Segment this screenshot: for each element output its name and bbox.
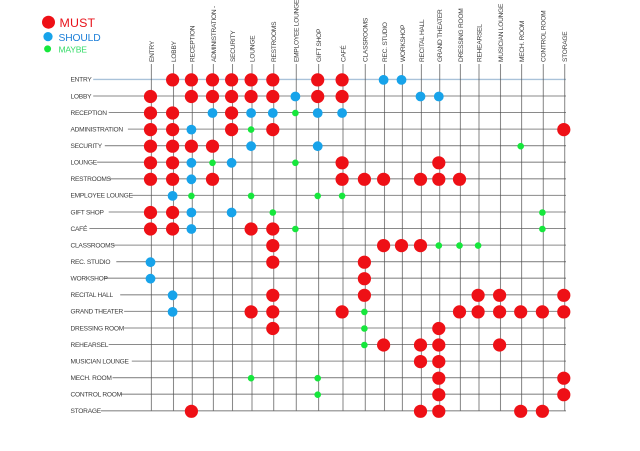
svg-text:LOUNGE: LOUNGE <box>71 160 98 167</box>
svg-text:DRESSING ROOM: DRESSING ROOM <box>458 8 465 62</box>
svg-text:RECITAL HALL: RECITAL HALL <box>71 292 114 299</box>
svg-text:MECH. ROOM: MECH. ROOM <box>71 375 112 382</box>
svg-text:MUSICIAN LOUNGE: MUSICIAN LOUNGE <box>498 3 505 62</box>
svg-text:CAFÉ: CAFÉ <box>71 224 88 233</box>
svg-text:EMPLOYEE LOUNGE: EMPLOYEE LOUNGE <box>294 0 301 62</box>
svg-text:SECURITY: SECURITY <box>230 30 237 62</box>
svg-text:ENTRY: ENTRY <box>149 40 156 62</box>
svg-text:GIFT SHOP: GIFT SHOP <box>71 209 105 216</box>
svg-text:GRAND THEATER: GRAND THEATER <box>71 309 124 316</box>
svg-text:EMPLOYEE LOUNGE: EMPLOYEE LOUNGE <box>71 193 134 200</box>
svg-text:CONTROL ROOM: CONTROL ROOM <box>541 11 548 62</box>
svg-text:SHOULD: SHOULD <box>59 33 101 44</box>
svg-text:WORKSHOP: WORKSHOP <box>400 24 407 62</box>
svg-text:CONTROL ROOM: CONTROL ROOM <box>71 392 122 399</box>
svg-text:LOBBY: LOBBY <box>171 40 178 62</box>
svg-text:RECEPTION: RECEPTION <box>190 25 197 62</box>
svg-text:CAFÉ: CAFÉ <box>338 45 347 62</box>
svg-text:REC. STUDIO: REC. STUDIO <box>71 259 111 266</box>
svg-text:STORAGE: STORAGE <box>71 408 102 415</box>
svg-text:REC. STUDIO: REC. STUDIO <box>382 22 389 62</box>
svg-text:RECEPTION: RECEPTION <box>71 110 108 117</box>
svg-text:MAYBE: MAYBE <box>59 44 88 54</box>
svg-text:ENTRY: ENTRY <box>71 77 93 84</box>
svg-text:CLASSROOMS: CLASSROOMS <box>71 242 116 249</box>
svg-text:GIFT SHOP: GIFT SHOP <box>316 28 323 62</box>
svg-text:RESTROOMS: RESTROOMS <box>71 176 112 183</box>
svg-text:LOUNGE: LOUNGE <box>249 35 256 62</box>
svg-text:GRAND THEATER: GRAND THEATER <box>437 9 444 62</box>
svg-text:SECURITY: SECURITY <box>71 143 103 150</box>
svg-text:MECH. ROOM: MECH. ROOM <box>519 21 526 62</box>
svg-text:ADMINISTRATION: ADMINISTRATION <box>71 126 124 133</box>
svg-text:MUSICIAN LOUNGE: MUSICIAN LOUNGE <box>71 358 130 365</box>
svg-text:REHEARSEL: REHEARSEL <box>71 342 109 349</box>
svg-text:WORKSHOP: WORKSHOP <box>71 276 109 283</box>
svg-text:RECITAL HALL: RECITAL HALL <box>419 19 426 62</box>
svg-text:ADMINISTRATION -: ADMINISTRATION - <box>211 6 218 62</box>
svg-text:RESTROOMS: RESTROOMS <box>271 21 278 62</box>
svg-text:CLASSROOMS: CLASSROOMS <box>363 17 370 62</box>
svg-text:MUST: MUST <box>60 16 96 30</box>
svg-text:LOBBY: LOBBY <box>71 93 93 100</box>
svg-text:DRESSING ROOM: DRESSING ROOM <box>71 325 125 332</box>
svg-text:STORAGE: STORAGE <box>562 31 569 62</box>
svg-text:REHEARSEL: REHEARSEL <box>476 24 483 62</box>
